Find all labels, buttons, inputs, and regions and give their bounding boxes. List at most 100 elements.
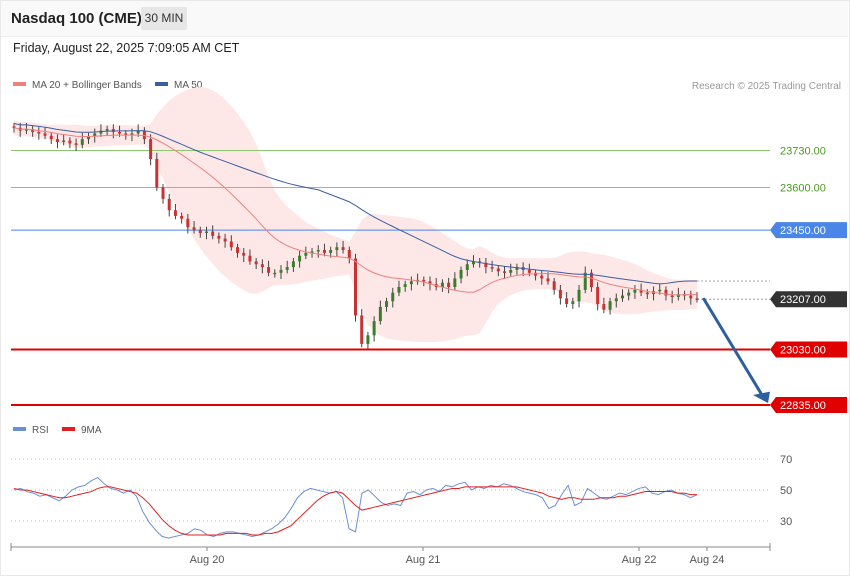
candle-body — [565, 298, 569, 305]
ma50-swatch — [155, 82, 168, 87]
candle-body — [310, 251, 314, 253]
level-label: 23600.00 — [780, 182, 826, 194]
legend-ma20[interactable]: MA 20 + Bollinger Bands — [13, 80, 142, 91]
legend-rsi[interactable]: RSI — [13, 425, 49, 436]
candle-body — [136, 130, 140, 134]
ma20-legend-label: MA 20 + Bollinger Bands — [32, 80, 142, 91]
candle-body — [285, 267, 289, 270]
x-axis-tick-label: Aug 20 — [190, 554, 225, 566]
candle-body — [130, 133, 134, 135]
candle-body — [397, 286, 401, 293]
candle-body — [490, 267, 494, 269]
x-axis-tick-label: Aug 21 — [406, 554, 441, 566]
candle-body — [403, 284, 407, 287]
candle-body — [124, 133, 128, 135]
x-axis-tick-label: Aug 24 — [690, 554, 725, 566]
candle-body — [217, 235, 221, 239]
legend-9ma[interactable]: 9MA — [62, 425, 102, 436]
candle-body — [260, 264, 264, 268]
candle-body — [503, 271, 507, 273]
candle-body — [658, 289, 662, 292]
candle-body — [142, 130, 146, 140]
candle-body — [24, 129, 28, 131]
candle-body — [347, 250, 351, 259]
candle-body — [378, 306, 382, 322]
rsi-swatch — [13, 427, 26, 432]
candle-body — [360, 315, 364, 344]
candle-body — [558, 289, 562, 299]
candle-body — [118, 132, 122, 134]
candle-body — [515, 267, 519, 270]
candle-body — [62, 140, 66, 143]
candle-body — [322, 250, 326, 253]
candle-body — [608, 301, 612, 310]
candle-body — [440, 282, 444, 287]
chart-datetime: Friday, August 22, 2025 7:09:05 AM CET — [13, 41, 240, 55]
forecast-arrow-head — [753, 391, 770, 403]
candle-body — [236, 247, 240, 253]
forecast-arrow-shaft — [702, 297, 764, 397]
level-tag-current — [770, 291, 847, 308]
candle-body — [664, 289, 668, 296]
candle-body — [223, 238, 227, 242]
candle-body — [645, 292, 649, 295]
candle-body — [167, 198, 171, 211]
level-label: 23450.00 — [780, 225, 826, 237]
candle-body — [571, 301, 575, 305]
interval-badge[interactable]: 30 MIN — [141, 7, 187, 30]
candle-body — [471, 261, 475, 265]
candle-body — [428, 281, 432, 285]
candle-body — [229, 241, 233, 248]
candle-body — [546, 278, 550, 282]
candle-body — [372, 321, 376, 336]
candle-body — [105, 129, 109, 131]
level-label: 23730.00 — [780, 146, 826, 158]
candle-body — [552, 281, 556, 290]
level-tag-pivot — [770, 222, 847, 239]
candle-body — [633, 289, 637, 293]
candle-body — [304, 252, 308, 256]
candle-body — [496, 268, 500, 272]
candle-body — [484, 262, 488, 268]
level-label: 22835.00 — [780, 400, 826, 412]
candle-body — [627, 292, 631, 296]
legend-ma50[interactable]: MA 50 — [155, 80, 202, 91]
candle-body — [335, 247, 339, 251]
candle-body — [291, 261, 295, 268]
candle-body — [620, 295, 624, 299]
candle-body — [254, 261, 258, 265]
candle-body — [49, 135, 53, 140]
ma20-swatch — [13, 82, 26, 87]
candle-body — [180, 215, 184, 219]
candle-body — [695, 298, 699, 300]
rsi-ma-line — [13, 486, 697, 536]
level-label: 23030.00 — [780, 345, 826, 357]
ma50-legend-label: MA 50 — [174, 80, 203, 91]
candle-body — [74, 143, 78, 145]
candle-body — [540, 275, 544, 279]
candle-body — [670, 295, 674, 298]
level-tag-support — [770, 397, 847, 413]
candle-body — [279, 269, 283, 273]
rsi-level-label: 50 — [780, 485, 792, 497]
instrument-title: Nasdaq 100 (CME) — [11, 10, 142, 27]
candle-body — [527, 269, 531, 273]
candle-body — [316, 250, 320, 252]
level-tag-support — [770, 341, 847, 358]
candle-body — [583, 272, 587, 290]
rsi-legend-label: RSI — [32, 425, 49, 436]
candle-body — [273, 272, 277, 275]
candle-body — [93, 133, 97, 137]
candle-body — [12, 126, 16, 128]
candle-body — [447, 282, 451, 287]
candle-body — [298, 255, 302, 262]
x-axis-tick-label: Aug 22 — [622, 554, 657, 566]
candle-body — [391, 292, 395, 302]
candle-body — [341, 247, 345, 251]
level-label: 23207.00 — [780, 294, 826, 306]
candle-body — [37, 132, 41, 134]
candle-body — [689, 295, 693, 299]
candle-body — [602, 304, 606, 310]
rsi-level-label: 30 — [780, 516, 792, 528]
